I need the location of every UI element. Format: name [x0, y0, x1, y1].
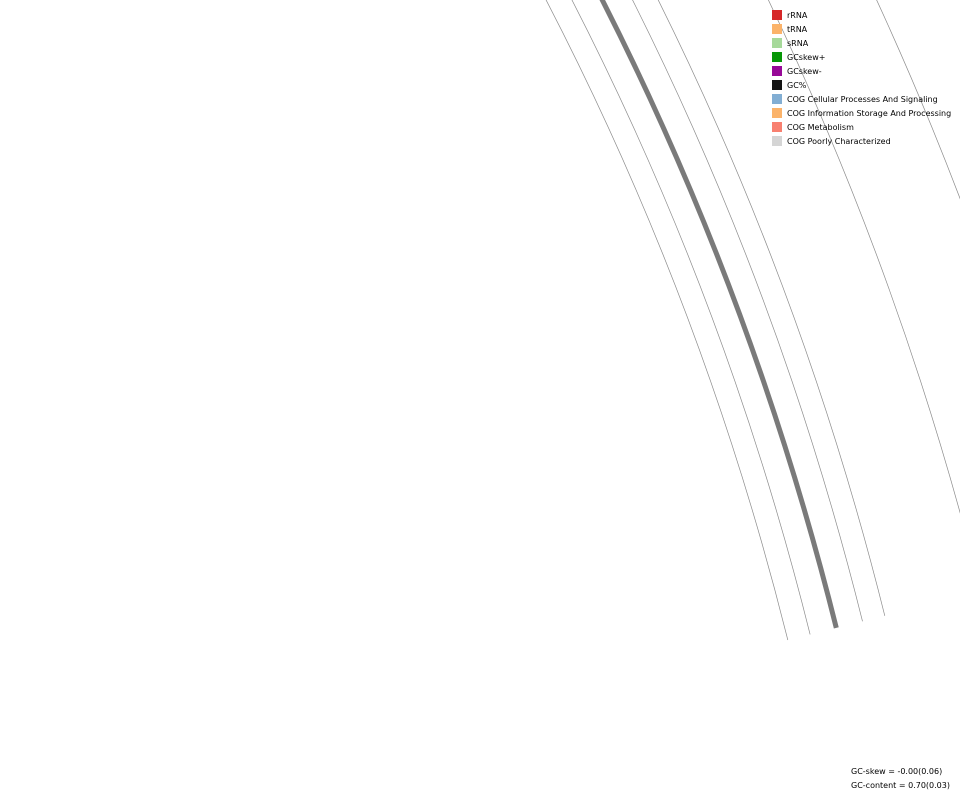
legend-label: GCskew+ [787, 52, 826, 62]
track-ring [632, 0, 863, 622]
genome-backbone [599, 0, 839, 629]
track-ring [767, 0, 960, 514]
legend-label: COG Metabolism [787, 122, 854, 132]
legend-swatch [772, 122, 782, 132]
legend-swatch [772, 108, 782, 118]
legend-item-cog-cellular: COG Cellular Processes And Signaling [772, 92, 951, 106]
legend-item-cog-metabolism: COG Metabolism [772, 120, 951, 134]
legend-swatch [772, 52, 782, 62]
legend-swatch [772, 136, 782, 146]
legend-item-gc-content: GC% [772, 78, 951, 92]
gc-content-stat: GC-content = 0.70(0.03) [851, 781, 950, 790]
legend-swatch [772, 24, 782, 34]
track-ring [657, 0, 886, 616]
legend-item-gcskew-plus: GCskew+ [772, 50, 951, 64]
legend-swatch [772, 80, 782, 90]
genome-stats: GC-skew = -0.00(0.06) GC-content = 0.70(… [851, 765, 950, 793]
legend-item-cog-information: COG Information Storage And Processing [772, 106, 951, 120]
legend-label: GC% [787, 80, 807, 90]
legend-item-srna: sRNA [772, 36, 951, 50]
legend-label: COG Information Storage And Processing [787, 108, 952, 118]
legend-swatch [772, 10, 782, 20]
legend-item-gcskew-minus: GCskew- [772, 64, 951, 78]
legend-item-cog-poorly: COG Poorly Characterized [772, 134, 951, 148]
gc-skew-stat: GC-skew = -0.00(0.06) [851, 767, 943, 776]
track-rings [545, 0, 960, 641]
legend-label: rRNA [787, 10, 808, 20]
legend-item-rrna: rRNA [772, 8, 951, 22]
legend-label: tRNA [787, 24, 808, 34]
legend-swatch [772, 66, 782, 76]
legend-swatch [772, 38, 782, 48]
track-ring [571, 0, 811, 635]
legend-label: GCskew- [787, 66, 822, 76]
legend-item-trna: tRNA [772, 22, 951, 36]
track-ring [545, 0, 789, 641]
legend-label: COG Poorly Characterized [787, 136, 891, 146]
legend: rRNA tRNA sRNA GCskew+ GCskew- GC% COG C… [772, 8, 951, 148]
legend-label: COG Cellular Processes And Signaling [787, 94, 938, 104]
backbone-arc [599, 0, 839, 629]
legend-label: sRNA [787, 38, 809, 48]
legend-swatch [772, 94, 782, 104]
